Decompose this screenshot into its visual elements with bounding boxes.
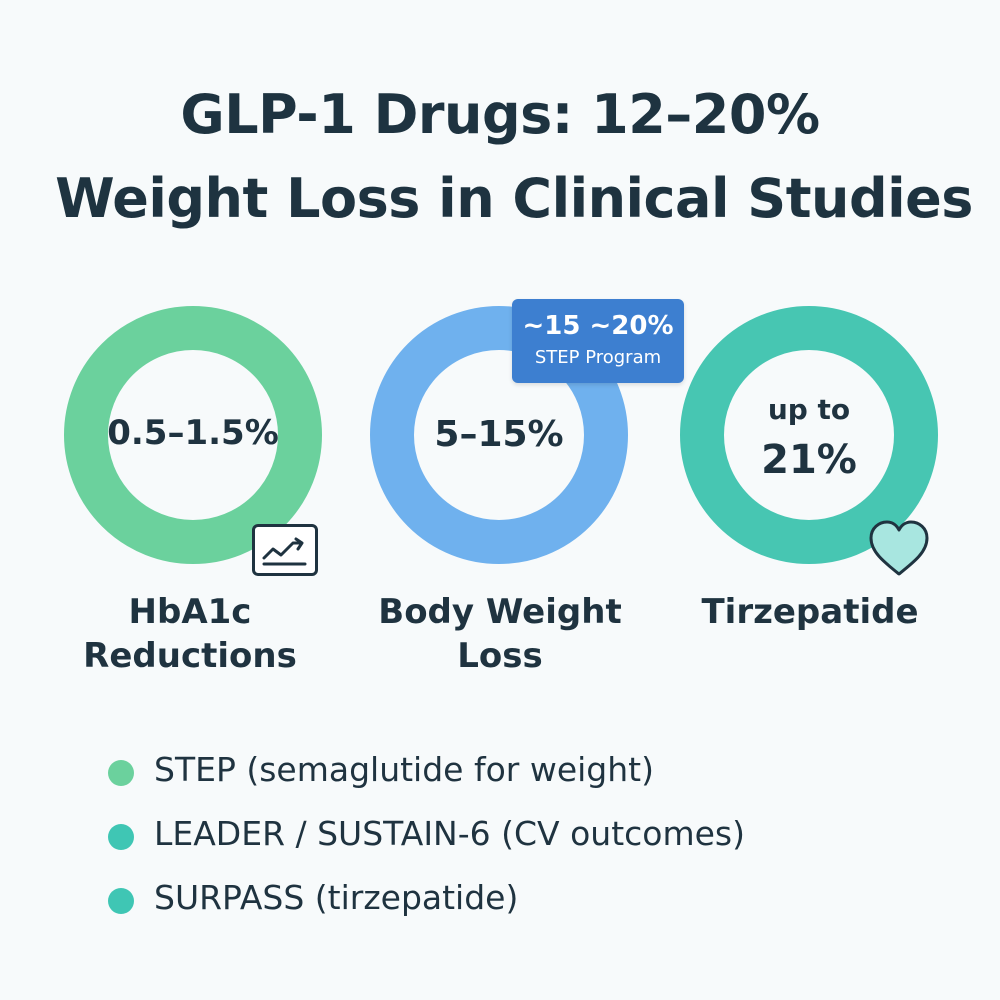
body-weight-label: Body Weight Loss	[350, 590, 650, 678]
legend-dot	[108, 760, 134, 786]
heart-icon	[866, 518, 932, 580]
hba1c-label-line-2: Reductions	[83, 636, 297, 677]
body-weight-label-line-2: Loss	[457, 636, 543, 677]
hba1c-label: HbA1c Reductions	[40, 590, 340, 678]
body-weight-value: 5–15%	[434, 414, 564, 455]
legend-text: LEADER / SUSTAIN-6 (CV outcomes)	[154, 814, 746, 853]
legend-dot	[108, 888, 134, 914]
hba1c-label-line-1: HbA1c	[128, 592, 252, 632]
body-weight-label-line-1: Body Weight	[378, 592, 622, 632]
badge-caption: STEP Program	[534, 347, 662, 368]
tirzepatide-label: Tirzepatide	[701, 592, 919, 632]
title-line-2: Weight Loss in Clinical Studies	[55, 167, 973, 230]
legend-item: LEADER / SUSTAIN-6 (CV outcomes)	[108, 812, 968, 858]
legend-item: SURPASS (tirzepatide)	[108, 876, 968, 922]
tirzepatide-value-prefix: up to	[767, 393, 851, 426]
tirzepatide-value: 21%	[761, 437, 857, 483]
legend-dot	[108, 824, 134, 850]
legend-text: STEP (semaglutide for weight)	[154, 750, 654, 789]
step-program-badge: ~15 ~20% STEP Program	[512, 299, 684, 383]
legend-text: SURPASS (tirzepatide)	[154, 878, 519, 917]
badge-range: ~15 ~20%	[522, 311, 674, 341]
title-line-1: GLP-1 Drugs: 12–20%	[180, 83, 820, 146]
hba1c-value: 0.5–1.5%	[107, 413, 279, 453]
trend-chart-icon	[252, 524, 318, 576]
legend-item: STEP (semaglutide for weight)	[108, 748, 968, 794]
